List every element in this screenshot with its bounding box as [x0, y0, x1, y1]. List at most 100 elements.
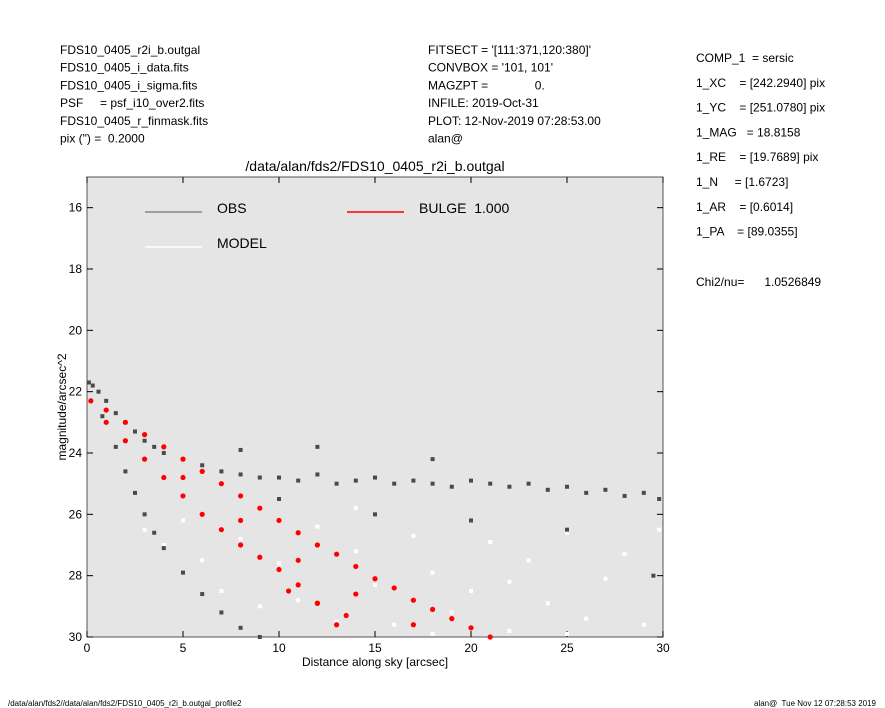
point — [449, 484, 454, 489]
point — [200, 592, 205, 597]
point — [430, 606, 436, 613]
point — [488, 539, 493, 544]
point — [603, 487, 608, 492]
point — [487, 634, 493, 640]
y-axis-label: magnitude/arcsec^2 — [55, 353, 69, 460]
point — [122, 438, 128, 444]
point — [641, 622, 646, 627]
footer-right: alan@ Tue Nov 12 07:28:53 2019 — [754, 699, 877, 708]
point — [122, 419, 128, 425]
point — [218, 527, 224, 533]
point — [277, 561, 281, 566]
point — [353, 506, 358, 511]
point — [410, 597, 416, 603]
point — [277, 475, 281, 480]
point — [315, 444, 320, 449]
point — [641, 490, 646, 495]
point — [469, 478, 473, 483]
point — [86, 380, 91, 385]
point — [334, 481, 339, 486]
x-tick-label: 10 — [272, 641, 286, 655]
point — [142, 438, 147, 443]
chart-title: /data/alan/fds2/FDS10_0405_r2i_b.outgal — [245, 158, 504, 174]
point — [488, 481, 493, 486]
point — [526, 481, 531, 486]
header-left-line: FDS10_0405_i_sigma.fits — [60, 78, 197, 92]
y-tick-label: 24 — [69, 446, 83, 460]
point — [219, 469, 224, 474]
point — [219, 610, 224, 615]
point — [257, 635, 262, 639]
point — [449, 610, 454, 615]
footer-left: /data/alan/fds2//data/alan/fds2/FDS10_04… — [8, 699, 242, 708]
point — [199, 511, 205, 517]
fit-parameter: 1_N = [1.6723] — [696, 175, 788, 189]
header-left-line: pix (") = 0.2000 — [60, 132, 145, 146]
point — [372, 576, 378, 582]
point — [218, 481, 224, 487]
plot-area — [86, 176, 664, 638]
header-middle-line: MAGZPT = 0. — [428, 78, 545, 92]
point — [181, 518, 185, 523]
header-left-line: PSF = psf_i10_over2.fits — [60, 96, 204, 110]
point — [238, 447, 243, 452]
point — [276, 566, 282, 573]
header-middle-line: PLOT: 12-Nov-2019 07:28:53.00 — [428, 114, 601, 128]
point — [507, 628, 512, 633]
header-middle-line: alan@ — [428, 132, 463, 146]
x-axis-label: Distance along sky [arcsec] — [302, 655, 448, 669]
point — [181, 570, 185, 575]
point — [449, 616, 455, 622]
point — [469, 589, 473, 593]
point — [353, 563, 359, 570]
point — [100, 414, 105, 419]
point — [565, 527, 569, 532]
point — [238, 472, 243, 477]
point — [657, 527, 662, 532]
point — [373, 582, 377, 587]
point — [238, 517, 244, 524]
point — [392, 481, 397, 486]
point — [469, 518, 473, 523]
point — [113, 411, 118, 416]
point — [295, 582, 301, 588]
point — [104, 398, 109, 403]
y-tick-label: 26 — [69, 507, 83, 521]
legend-label: MODEL — [217, 235, 267, 251]
point — [545, 601, 550, 606]
point — [152, 530, 157, 535]
point — [103, 419, 109, 425]
point — [343, 612, 349, 619]
point — [584, 616, 589, 621]
fit-parameter: 1_RE = [19.7689] pix — [696, 150, 818, 164]
point — [161, 444, 167, 450]
legend-label: OBS — [217, 200, 247, 216]
point — [142, 456, 148, 462]
header-left-line: FDS10_0405_r2i_b.outgal — [60, 43, 200, 57]
x-tick-label: 20 — [464, 641, 478, 655]
point — [373, 475, 377, 480]
point — [161, 543, 166, 547]
legend-label: BULGE 1.000 — [419, 200, 509, 216]
point — [238, 542, 244, 548]
point — [142, 527, 147, 532]
point — [392, 622, 397, 627]
point — [584, 490, 589, 495]
point — [180, 456, 186, 462]
point — [295, 530, 301, 536]
point — [113, 444, 118, 449]
point — [411, 533, 416, 538]
point — [314, 600, 320, 606]
point — [257, 554, 263, 560]
point — [565, 530, 569, 535]
point — [334, 622, 340, 628]
point — [161, 546, 166, 551]
point — [507, 579, 512, 584]
point — [353, 478, 358, 483]
point — [430, 481, 435, 486]
point — [133, 490, 137, 495]
point — [657, 497, 662, 501]
y-tick-label: 28 — [69, 569, 83, 583]
point — [133, 429, 137, 434]
point — [622, 493, 627, 498]
